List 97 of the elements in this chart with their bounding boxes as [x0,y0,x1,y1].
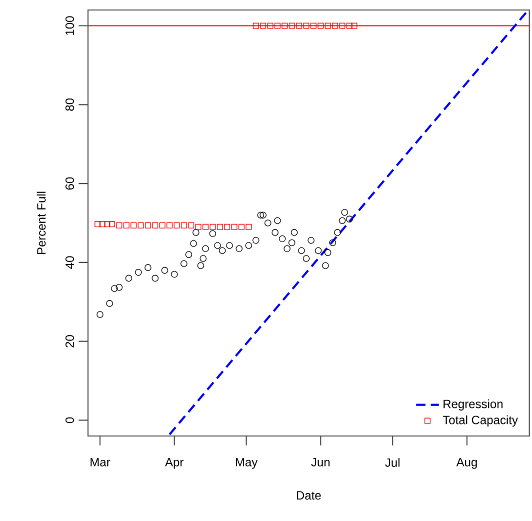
point [226,242,233,249]
point [267,22,274,29]
point [324,249,332,256]
point [104,221,110,228]
y-tick-label: 100 [65,16,74,35]
point [332,22,338,29]
point [303,22,310,29]
point [318,22,324,29]
point [210,224,216,230]
y-tick-label: 80 [65,98,74,111]
point [96,311,104,318]
point [144,264,152,271]
point [108,221,115,228]
point [290,229,298,236]
point [200,255,207,262]
point [329,239,336,246]
point [310,22,316,29]
point [185,251,192,258]
y-tick-label: 20 [65,335,74,348]
point [252,236,260,244]
point [264,220,272,226]
point [238,224,245,230]
point [174,222,180,228]
point [346,216,353,222]
point [218,247,226,254]
point [260,212,266,219]
point [282,22,288,29]
point [308,236,314,244]
point [138,222,144,228]
point [130,222,137,228]
point [209,230,216,238]
point [197,262,204,269]
point [346,22,352,29]
point [188,222,194,228]
legend-label: Regression [444,399,503,411]
x-tick-label: Mar [90,458,110,466]
point [274,217,281,224]
point [324,22,331,29]
point [288,239,296,246]
point [214,242,221,249]
point [106,300,113,307]
point [236,245,243,252]
point [334,229,341,236]
point [161,266,168,274]
point [296,22,302,29]
point [170,270,178,278]
point [180,222,187,228]
point [278,235,286,242]
point [246,224,252,230]
x-tick-label: Aug [456,458,477,469]
x-tick-label: Jul [385,458,400,467]
point [341,208,348,216]
point [116,222,122,228]
point [338,217,346,224]
point [134,268,142,276]
point [116,284,123,291]
point [351,22,358,29]
point [288,22,295,29]
x-tick-label: May [236,458,258,469]
y-tick-label: 40 [65,256,74,269]
point [195,224,202,230]
point [125,274,132,282]
point [257,212,264,219]
x-tick-label: Jun [311,458,330,466]
point [152,222,158,228]
point [202,224,209,230]
x-axis-title: Date [296,491,321,500]
y-tick-label: 0 [65,417,74,424]
point [252,22,259,29]
point [123,222,130,228]
legend-label: Total Capacity [442,415,518,427]
point [284,245,290,252]
point [190,240,197,247]
point [260,22,266,29]
point [202,245,209,252]
point [272,229,278,236]
point [314,247,322,254]
point [192,229,200,236]
point [231,224,238,230]
point [166,222,173,228]
point [224,224,230,230]
x-tick-label: Apr [165,458,184,469]
point [339,22,346,29]
point [180,260,188,268]
y-tick-label: 60 [65,177,74,190]
point [302,255,310,262]
point [245,242,252,249]
point [298,247,305,254]
point [152,274,159,282]
point [322,262,329,269]
point [274,22,280,29]
point [110,285,118,292]
y-axis-title: Percent Full [36,192,46,254]
point [144,222,151,228]
point [99,221,106,228]
point [216,224,223,230]
point [159,222,166,228]
